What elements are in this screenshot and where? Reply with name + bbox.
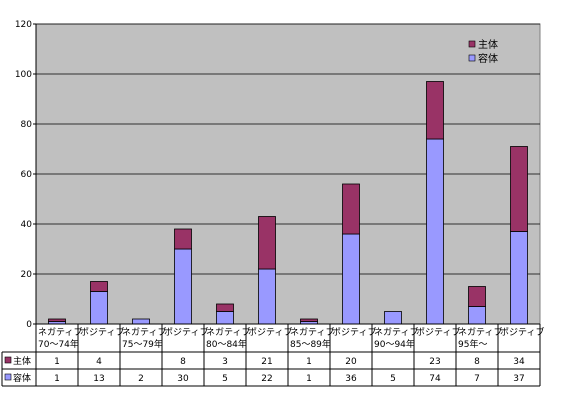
bar-segment bbox=[258, 268, 276, 325]
table-cell: 74 bbox=[429, 374, 441, 384]
table-cell: 1 bbox=[54, 357, 60, 367]
table-cell: 7 bbox=[474, 374, 480, 384]
table-cell: 22 bbox=[261, 374, 272, 384]
table-cell: 21 bbox=[261, 357, 272, 367]
y-tick-label: 60 bbox=[21, 170, 33, 180]
table-swatch bbox=[4, 356, 12, 364]
table-cell: 4 bbox=[96, 357, 102, 367]
category-label: ネガティブ bbox=[122, 326, 166, 338]
category-label: ポジティブ bbox=[332, 326, 376, 338]
y-tick-label: 20 bbox=[21, 270, 33, 280]
table-cell: 2 bbox=[138, 374, 144, 384]
table-cell: 3 bbox=[222, 357, 228, 367]
category-axis: ネガティブ70～74年ポジティブネガティブ75～79年ポジティブネガティブ80～… bbox=[38, 326, 544, 350]
bar-segment bbox=[426, 138, 444, 325]
bars bbox=[48, 81, 528, 325]
category-sublabel: 80～84年 bbox=[206, 338, 247, 350]
table-cell: 1 bbox=[54, 374, 60, 384]
data-table: 主体 1 4 8 3 21 1 20 23 8 34 容体 1 13 2 30 5 22 1 36 5 74 7 37 bbox=[1, 24, 541, 387]
bar-segment bbox=[216, 311, 234, 325]
bar-segment bbox=[384, 311, 402, 325]
category-label: ネガティブ bbox=[290, 326, 334, 338]
bar-segment bbox=[174, 228, 192, 250]
table-cell: 23 bbox=[429, 357, 440, 367]
category-label: ネガティブ bbox=[206, 326, 250, 338]
legend-label: 容体 bbox=[478, 52, 498, 65]
category-label: ポジティブ bbox=[164, 326, 208, 338]
bar-segment bbox=[510, 231, 528, 325]
category-label: ポジティブ bbox=[416, 326, 460, 338]
category-label: ネガティブ bbox=[458, 326, 502, 338]
table-cell: 36 bbox=[345, 374, 357, 384]
legend-label: 主体 bbox=[478, 39, 498, 51]
bar-segment bbox=[468, 306, 486, 325]
category-label: ネガティブ bbox=[374, 326, 418, 338]
bar-segment bbox=[90, 291, 108, 325]
category-label: ポジティブ bbox=[80, 326, 124, 338]
table-cell: 8 bbox=[474, 357, 480, 367]
table-cell: 20 bbox=[345, 357, 357, 367]
bar-segment bbox=[342, 233, 360, 325]
table-cell: 1 bbox=[306, 374, 312, 384]
bar-segment bbox=[174, 248, 192, 325]
table-cell: 34 bbox=[513, 357, 525, 367]
y-tick-label: 40 bbox=[21, 220, 33, 230]
table-cell: 8 bbox=[180, 357, 186, 367]
table-cell: 5 bbox=[222, 374, 228, 384]
y-tick-label: 100 bbox=[15, 70, 32, 80]
legend-swatch bbox=[468, 40, 476, 48]
table-cell: 30 bbox=[177, 374, 189, 384]
legend-swatch bbox=[468, 54, 476, 62]
bar-segment bbox=[468, 286, 486, 307]
plot-area bbox=[35, 23, 541, 325]
category-label: ポジティブ bbox=[248, 326, 292, 338]
bar-segment bbox=[48, 318, 66, 322]
bar-segment bbox=[342, 183, 360, 235]
y-axis: 0 20 40 60 80 100 120 bbox=[15, 20, 37, 330]
y-tick-label: 0 bbox=[26, 320, 32, 330]
y-tick-label: 120 bbox=[15, 20, 32, 30]
bar-segment bbox=[258, 216, 276, 270]
table-cell: 37 bbox=[513, 374, 524, 384]
category-sublabel: 95年～ bbox=[458, 338, 487, 350]
category-sublabel: 70～74年 bbox=[38, 338, 79, 350]
bar-segment bbox=[426, 81, 444, 140]
y-tick-label: 80 bbox=[21, 120, 33, 130]
category-label: ネガティブ bbox=[38, 326, 82, 338]
category-label: ポジティブ bbox=[500, 326, 544, 338]
bar-segment bbox=[132, 318, 150, 325]
category-sublabel: 90～94年 bbox=[374, 338, 415, 350]
bar-segment bbox=[510, 146, 528, 232]
bar-segment bbox=[300, 318, 318, 322]
table-cell: 1 bbox=[306, 357, 312, 367]
category-sublabel: 75～79年 bbox=[122, 338, 163, 350]
table-cell: 13 bbox=[93, 374, 104, 384]
table-cell: 5 bbox=[390, 374, 396, 384]
bar-segment bbox=[90, 281, 108, 292]
table-row-label: 容体 bbox=[13, 372, 31, 384]
table-swatch bbox=[4, 373, 12, 381]
table-row-label: 主体 bbox=[13, 355, 31, 367]
category-sublabel: 85～89年 bbox=[290, 338, 331, 350]
bar-segment bbox=[216, 303, 234, 312]
